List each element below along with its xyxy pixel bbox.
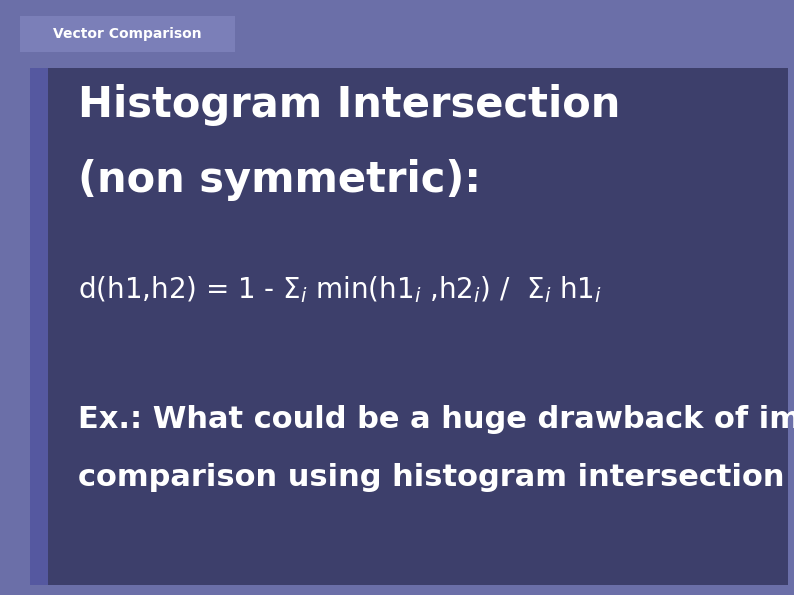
Bar	[48, 68, 788, 585]
Bar	[20, 16, 235, 52]
Text: Vector Comparison: Vector Comparison	[52, 27, 202, 41]
Text: Ex.: What could be a huge drawback of image: Ex.: What could be a huge drawback of im…	[78, 406, 794, 434]
Text: (non symmetric):: (non symmetric):	[78, 159, 481, 201]
Text: Histogram Intersection: Histogram Intersection	[78, 84, 620, 126]
Text: d(h1,h2) = 1 - $\Sigma_i$ min(h1$_i$ ,h2$_i$) /  $\Sigma_i$ h1$_i$: d(h1,h2) = 1 - $\Sigma_i$ min(h1$_i$ ,h2…	[78, 275, 602, 305]
Bar	[30, 68, 48, 585]
Text: comparison using histogram intersection ?: comparison using histogram intersection …	[78, 462, 794, 491]
